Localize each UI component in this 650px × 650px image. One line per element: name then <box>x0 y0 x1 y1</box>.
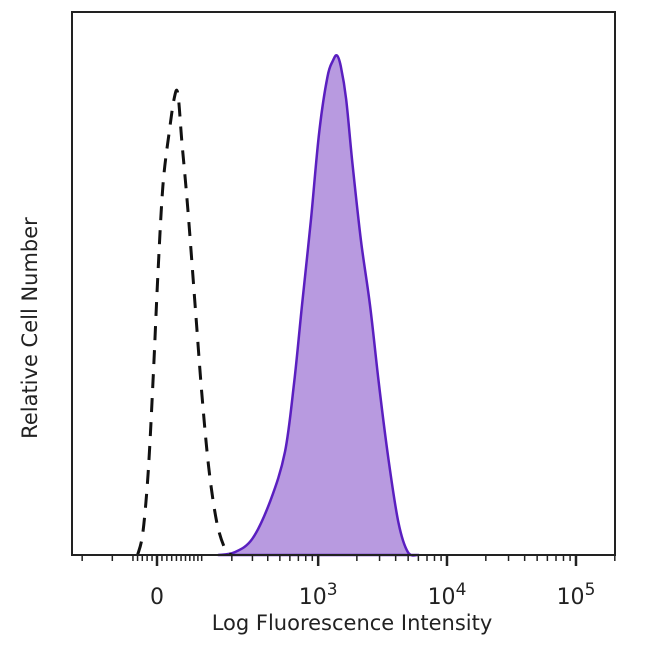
x-tick-labels: 0 103 104 105 <box>150 580 595 610</box>
x-axis-title: Log Fluorescence Intensity <box>212 611 493 635</box>
sample-histogram <box>217 54 420 557</box>
x-ticks <box>81 555 616 566</box>
plot-frame <box>71 11 616 556</box>
x-tick-label: 103 <box>299 580 338 610</box>
curves-layer <box>136 54 420 557</box>
control-histogram <box>136 88 233 557</box>
x-tick-label: 105 <box>557 580 596 610</box>
x-tick-label: 104 <box>428 580 467 610</box>
x-tick-label: 0 <box>150 585 164 610</box>
y-axis-title: Relative Cell Number <box>18 217 42 439</box>
